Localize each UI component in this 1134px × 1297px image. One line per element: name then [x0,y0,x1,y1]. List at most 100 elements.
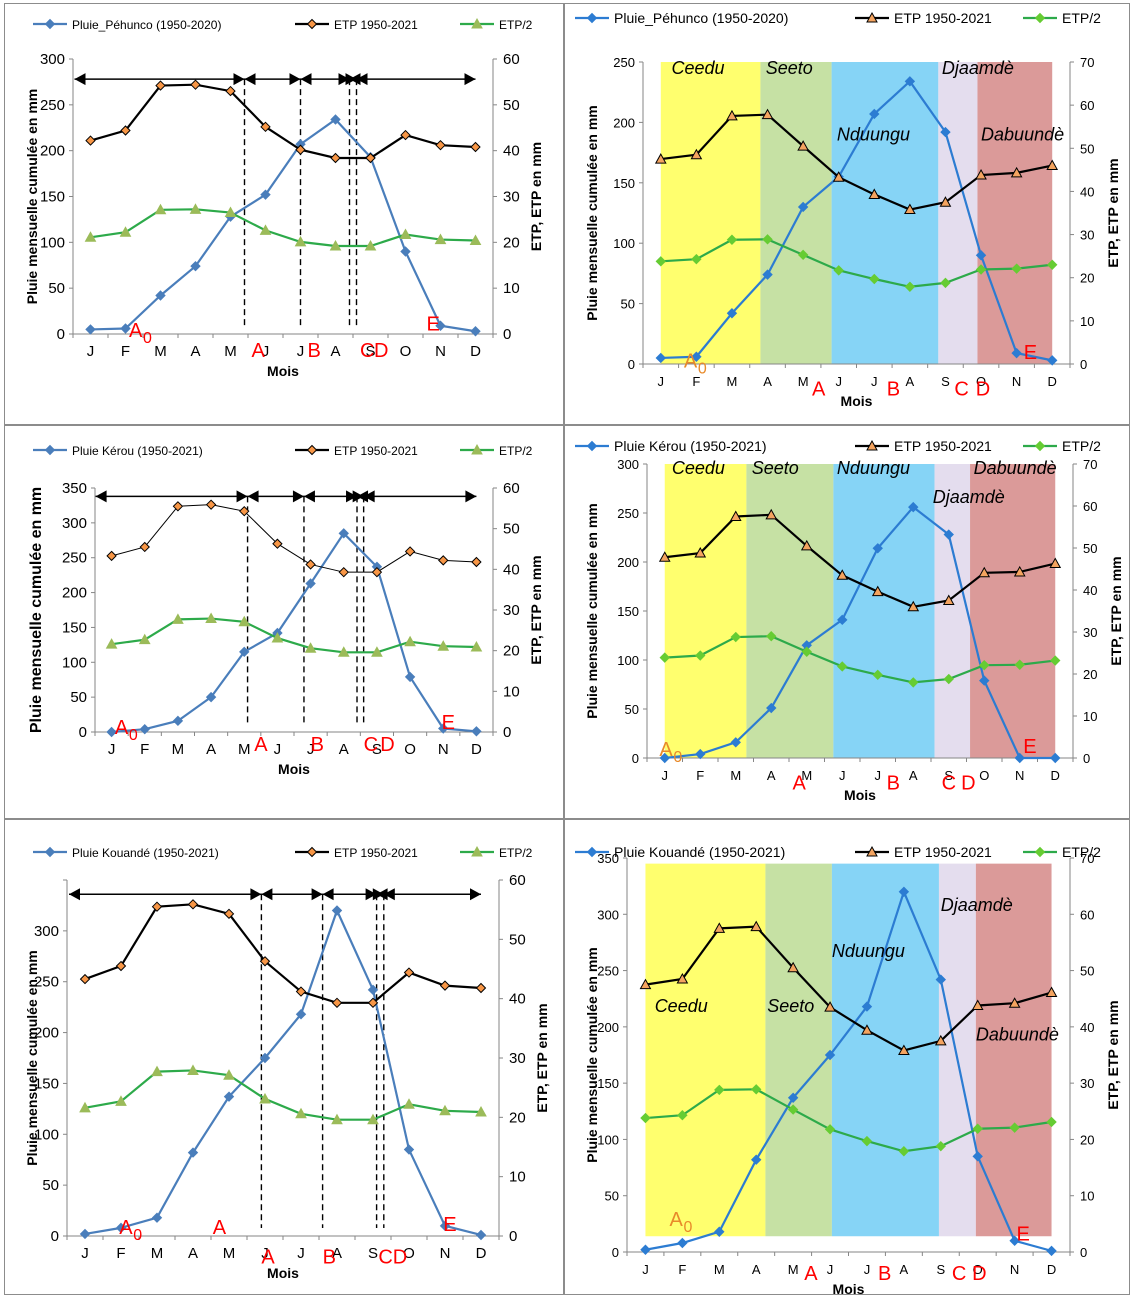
data-point-0 [1050,752,1061,764]
series-line-2 [84,1069,482,1121]
x-tick-label: M [714,1262,725,1277]
y-right-tick-label: 10 [503,280,520,297]
y-left-tick-label: 300 [40,51,65,68]
data-point-2 [837,661,848,672]
data-point-0 [730,737,741,748]
phase-arrowhead-right [352,490,364,503]
data-point-2 [189,203,202,214]
data-point-2 [187,1064,199,1075]
legend-marker-1 [306,444,318,456]
data-point-1 [1046,159,1059,171]
data-point-2 [367,1113,379,1125]
phase-marker-e: E [443,1214,456,1236]
data-point-1 [155,80,166,91]
data-point-0 [85,324,96,335]
x-tick-label: A [763,374,772,389]
data-point-0 [471,726,482,737]
data-point-1 [690,148,703,160]
data-point-2 [154,203,167,215]
x-tick-label: A [909,768,918,783]
data-point-2 [205,612,217,624]
x-axis-title: Mois [278,761,310,777]
phase-arrowhead-right [289,73,301,86]
y-left-tick-label: 250 [617,506,639,521]
x-axis-title: Mois [841,393,873,409]
data-point-2 [172,613,184,624]
phase-marker-subscript: 0 [673,749,682,766]
data-point-2 [659,652,670,663]
x-tick-label: N [438,741,449,758]
phase-marker-b: B [887,378,900,400]
y-axis-left-title: Pluie mensuelle cumulée en mm [24,89,40,305]
phase-marker-d: D [393,1246,407,1268]
data-point-0 [824,1049,836,1061]
phase-marker-e: E [1024,342,1037,364]
data-point-0 [935,974,946,985]
y-left-tick-label: 100 [62,654,87,671]
chart-panel-kerou-plain: 0 50 100 150 200 250 300 350 0 10 20 30 40 50 60 J F M A M J… [4,425,564,819]
data-point-1 [259,956,271,967]
y-right-tick-label: 0 [503,326,511,343]
season-label: Ceedu [671,58,724,78]
y-right-tick-label: 40 [1083,583,1097,598]
phase-marker-d: D [380,734,394,756]
phase-marker-a: A [252,340,266,362]
x-tick-label: J [642,1262,649,1277]
data-point-1 [824,1001,836,1012]
x-axis-title: Mois [833,1281,865,1294]
data-point-1 [438,555,449,566]
data-point-0 [695,748,706,760]
y-left-tick-label: 150 [617,604,639,619]
phase-marker-b: B [323,1246,336,1268]
data-point-2 [762,234,773,245]
y-left-tick-label: 150 [62,619,87,636]
season-band-seeto [765,863,832,1237]
data-point-1 [404,546,416,557]
data-point-1 [934,1034,947,1046]
x-tick-label: M [151,1245,164,1262]
data-point-0 [305,578,316,589]
data-point-2 [861,1135,873,1147]
phase-arrowhead-right [250,888,262,901]
x-axis-title: Mois [267,1265,299,1281]
series-line-0 [111,531,477,734]
series-line-0 [84,907,482,1237]
data-point-1 [1045,986,1058,998]
data-point-0 [172,715,184,727]
series-line-0 [90,118,476,333]
x-tick-label: J [871,374,878,389]
data-point-2 [259,1092,271,1104]
series-line-1 [84,903,482,1004]
data-point-2 [295,1107,307,1119]
data-point-2 [238,615,251,627]
data-point-1 [400,129,411,141]
x-tick-label: M [788,1262,799,1277]
x-tick-label: J [261,1245,269,1262]
data-point-1 [761,108,774,120]
x-tick-label: O [973,1262,983,1277]
data-point-1 [676,972,689,984]
phase-arrowhead-left [383,888,395,901]
season-band-nduungu [831,62,939,364]
data-point-1 [975,169,987,180]
phase-marker-c: C [942,772,956,794]
y-right-tick-label: 0 [1080,357,1087,372]
phase-arrowhead-right [236,490,248,503]
data-point-0 [972,1151,983,1162]
x-tick-label: F [692,374,700,389]
y-left-tick-label: 0 [628,357,635,372]
season-band-dabuundè [977,62,1053,364]
series-line-2 [664,635,1056,684]
y-left-tick-label: 150 [34,1075,59,1092]
data-point-1 [942,594,955,605]
data-point-1 [403,967,415,978]
phase-marker-b: B [308,340,321,362]
series-line-0 [645,888,1052,1252]
data-point-2 [259,224,272,235]
y-left-tick-label: 100 [34,1126,59,1143]
phase-arrowhead-right [311,888,323,901]
legend-label-0: Pluie_Péhunco (1950-2020) [614,10,788,26]
x-tick-label: J [262,343,270,360]
y-left-tick-label: 150 [40,189,65,206]
y-axis-right-title: ETP, ETP en mm [528,555,544,664]
